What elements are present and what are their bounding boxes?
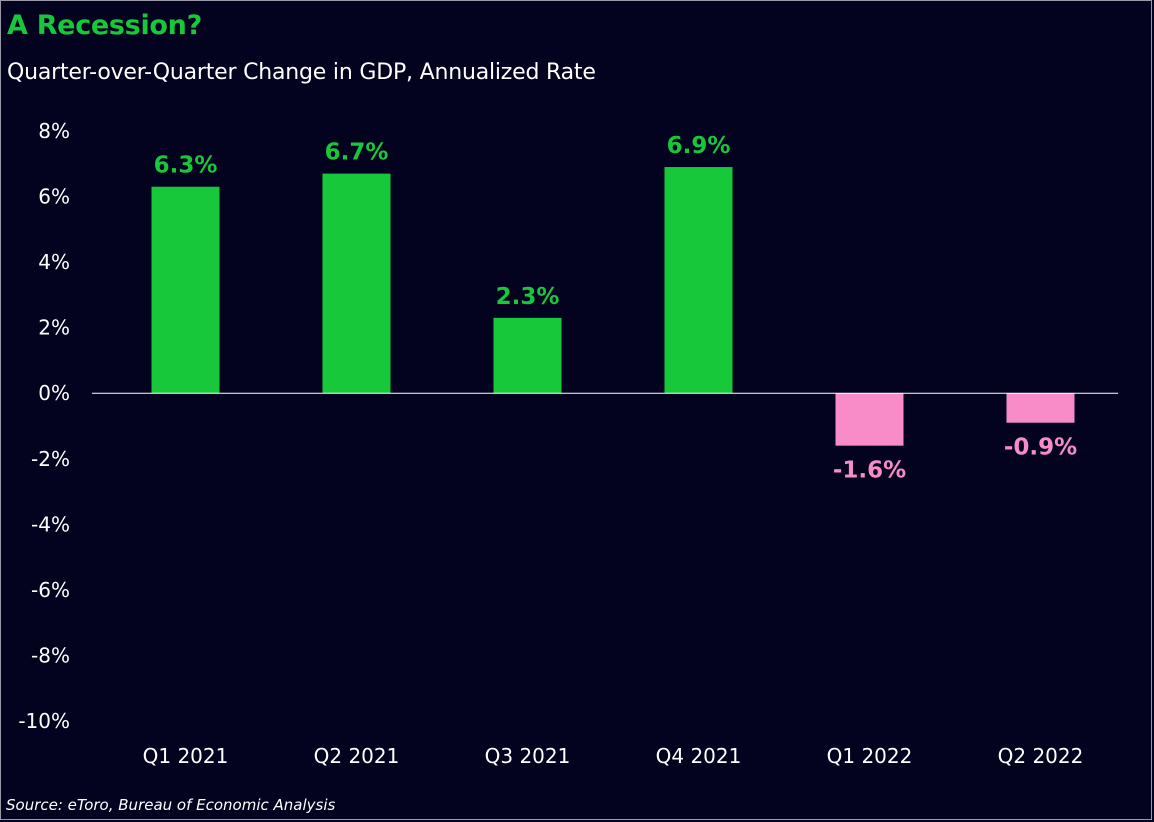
- x-tick-label: Q3 2021: [485, 744, 571, 768]
- y-tick-label: 6%: [38, 185, 70, 209]
- bar: [322, 173, 391, 394]
- data-label: 6.9%: [667, 133, 731, 159]
- y-tick-label: 2%: [38, 316, 70, 340]
- y-tick-label: 4%: [38, 250, 70, 274]
- chart-title: A Recession?: [7, 10, 202, 41]
- data-labels: 6.3% 6.7% 2.3% 6.9% -1.6% -0.9%: [154, 133, 1078, 484]
- bar: [493, 317, 562, 394]
- data-label: 2.3%: [496, 284, 560, 310]
- x-tick-label: Q1 2022: [827, 744, 913, 768]
- y-tick-label: -6%: [31, 578, 70, 602]
- y-tick-label: -10%: [18, 709, 70, 733]
- bar: [1006, 393, 1075, 423]
- x-tick-label: Q1 2021: [143, 744, 229, 768]
- x-axis-ticks: Q1 2021 Q2 2021 Q3 2021 Q4 2021 Q1 2022 Q2 20…: [143, 744, 1084, 768]
- y-tick-label: -8%: [31, 643, 70, 667]
- y-tick-label: -2%: [31, 447, 70, 471]
- source-note: Source: eToro, Bureau of Economic Analys…: [6, 796, 336, 814]
- y-tick-label: -4%: [31, 512, 70, 536]
- bars: [151, 167, 1075, 446]
- y-tick-label: 0%: [38, 381, 70, 405]
- y-axis-ticks: 8% 6% 4% 2% 0% -2% -4% -6% -8% -10%: [18, 119, 70, 733]
- chart-subtitle: Quarter-over-Quarter Change in GDP, Annu…: [7, 60, 596, 85]
- bar: [664, 167, 733, 394]
- x-tick-label: Q2 2021: [314, 744, 400, 768]
- x-tick-label: Q2 2022: [998, 744, 1084, 768]
- data-label: -1.6%: [833, 458, 906, 484]
- bar: [151, 186, 220, 394]
- data-label: -0.9%: [1004, 435, 1077, 461]
- data-label: 6.3%: [154, 153, 218, 179]
- bar: [835, 393, 904, 446]
- data-label: 6.7%: [325, 140, 389, 166]
- x-tick-label: Q4 2021: [656, 744, 742, 768]
- y-tick-label: 8%: [38, 119, 70, 143]
